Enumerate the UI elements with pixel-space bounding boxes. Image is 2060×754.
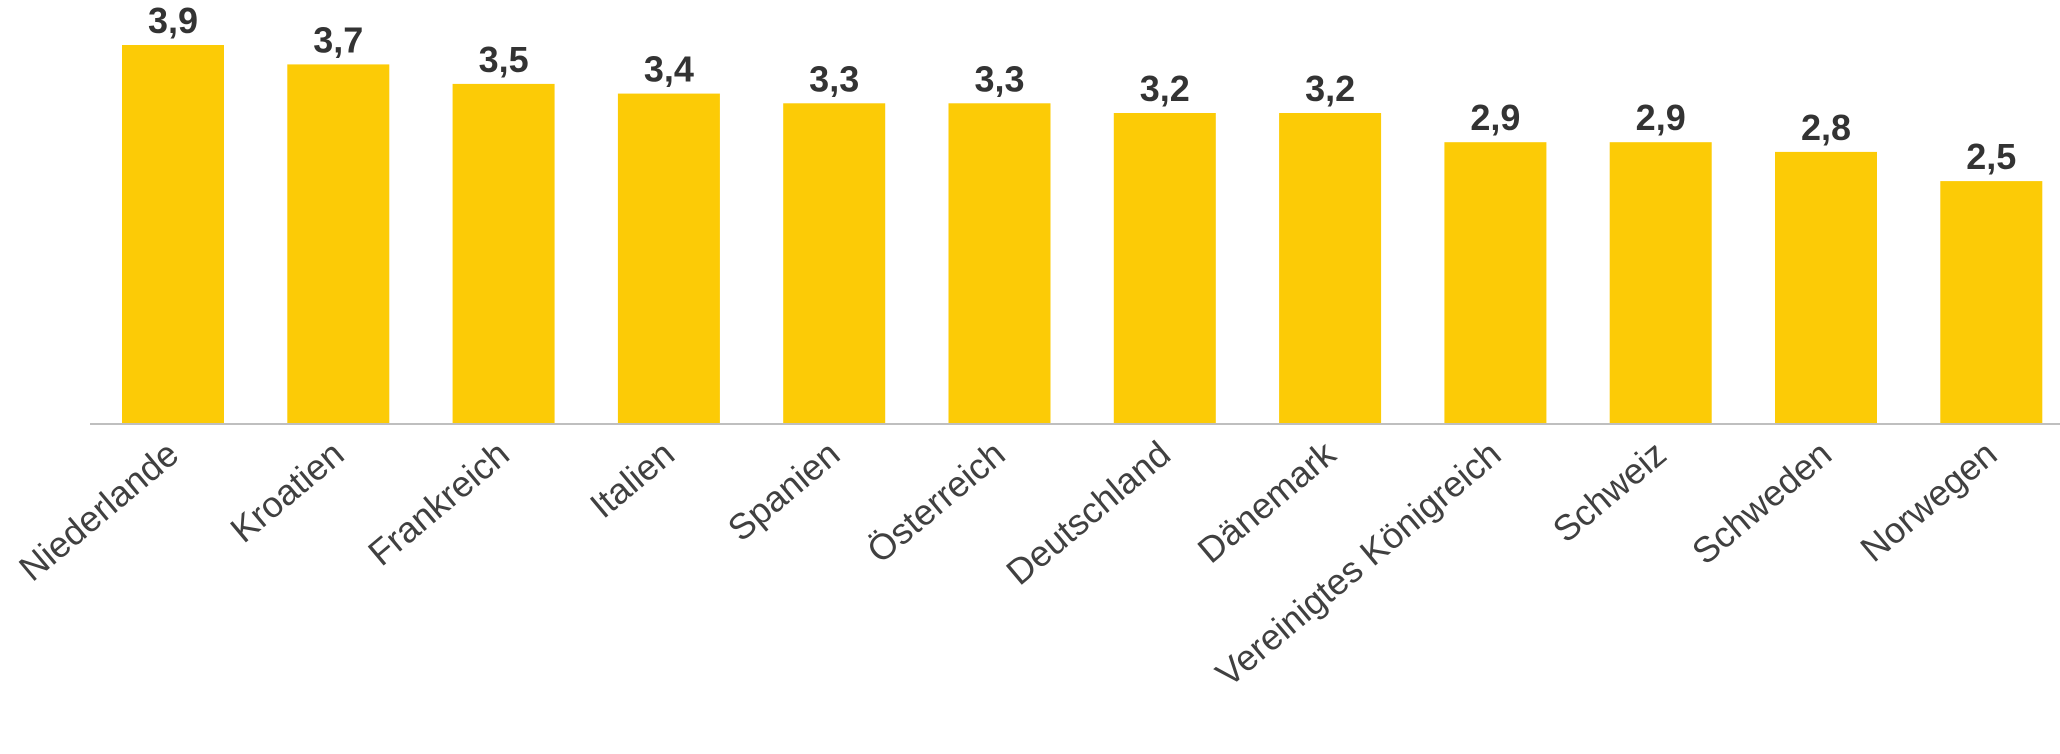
category-label-1: Niederlande	[11, 433, 186, 589]
value-label-1: 3,9	[148, 0, 198, 41]
category-labels-layer: Niederlande Kroatien Frankreich Italien Span…	[11, 432, 2004, 694]
category-label-5: Spanien	[720, 433, 848, 549]
bar-2	[287, 64, 390, 425]
value-label-12: 2,5	[1966, 136, 2016, 177]
bar-8	[1279, 113, 1382, 424]
value-label-9: 2,9	[1470, 97, 1520, 138]
value-label-6: 3,3	[974, 58, 1024, 99]
value-label-2: 3,7	[313, 19, 363, 60]
value-label-8: 3,2	[1305, 68, 1355, 109]
category-label-7: Deutschland	[998, 433, 1178, 593]
bar-1	[122, 45, 224, 424]
bar-4	[617, 93, 720, 424]
value-labels-layer: 3,9 3,7 3,5 3,4 3,3 3,3 3,2 3,2 2,9 2,9 2,8 2,5	[148, 0, 2016, 177]
value-label-10: 2,9	[1636, 97, 1686, 138]
bar-7	[1113, 113, 1216, 424]
category-label-12: Norwegen	[1852, 433, 2004, 570]
value-label-3: 3,5	[479, 39, 529, 80]
bar-6	[948, 103, 1051, 425]
category-label-11: Schweden	[1684, 433, 1839, 572]
value-label-11: 2,8	[1801, 107, 1851, 148]
bar-9	[1444, 142, 1547, 424]
bar-10	[1609, 142, 1712, 424]
bar-3	[452, 83, 555, 425]
category-label-10: Schweiz	[1545, 433, 1674, 551]
bar-11	[1775, 151, 1877, 424]
bar-12	[1940, 181, 2043, 424]
value-label-5: 3,3	[809, 58, 859, 99]
value-label-4: 3,4	[644, 49, 694, 90]
bars-layer	[122, 45, 2043, 425]
bar-5	[783, 103, 886, 425]
category-label-2: Kroatien	[222, 433, 351, 551]
category-label-4: Italien	[582, 433, 682, 526]
category-label-3: Frankreich	[360, 433, 517, 574]
category-label-8: Dänemark	[1190, 432, 1344, 571]
category-label-6: Österreich	[859, 433, 1013, 571]
value-label-7: 3,2	[1140, 68, 1190, 109]
category-label-9: Vereinigtes Königreich	[1208, 433, 1509, 695]
